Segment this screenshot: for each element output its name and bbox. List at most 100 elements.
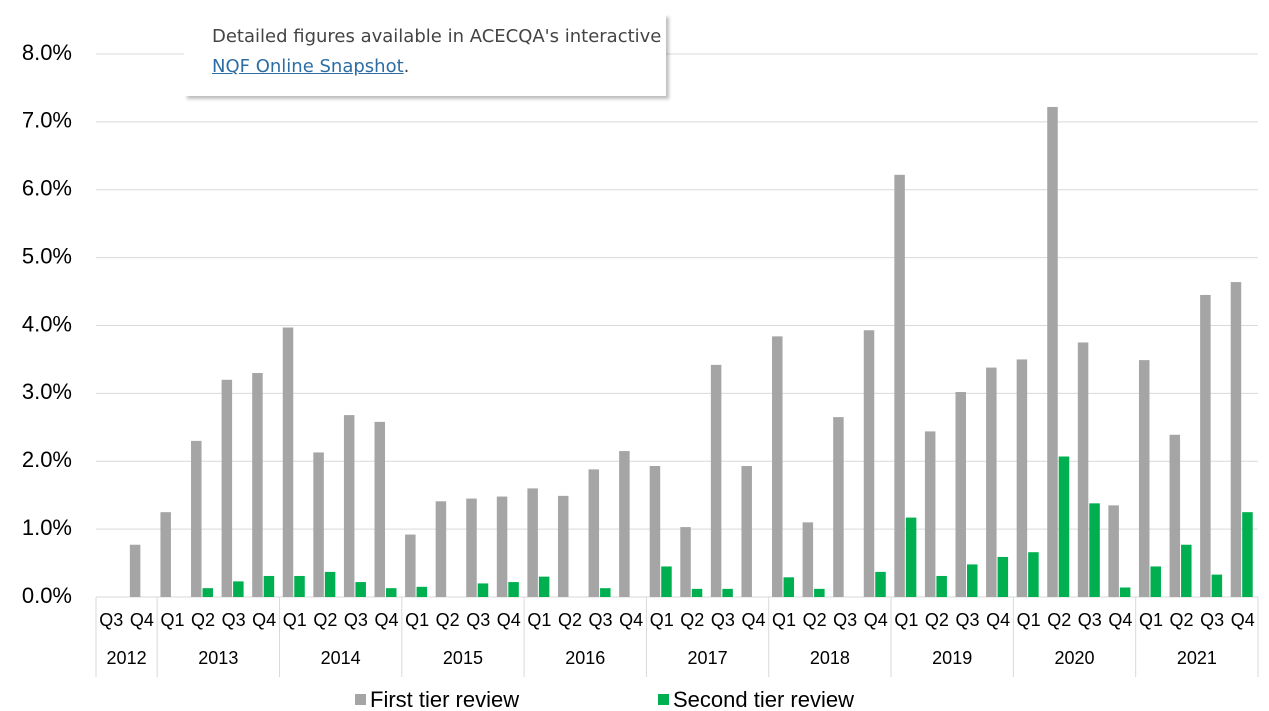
group-label: 2021 [1177, 648, 1217, 668]
group-label: 2014 [321, 648, 361, 668]
x-tick-label: Q3 [344, 610, 368, 630]
bar [772, 336, 783, 597]
bar [160, 512, 171, 597]
bar [1028, 552, 1039, 597]
x-tick-label: Q2 [803, 610, 827, 630]
annotation-text: Detailed figures available in ACECQA's i… [212, 26, 662, 47]
group-label: 2019 [932, 648, 972, 668]
bar [435, 501, 447, 597]
x-tick-label: Q1 [160, 610, 184, 630]
x-tick-label: Q3 [466, 610, 490, 630]
bar [619, 451, 630, 597]
bar [875, 571, 886, 597]
bar [294, 575, 305, 597]
annotation-link[interactable]: NQF Online Snapshot [212, 56, 404, 77]
y-tick-label: 6.0% [22, 176, 72, 201]
legend-label: First tier review [370, 687, 519, 711]
bar [1181, 544, 1192, 597]
bar [722, 588, 733, 597]
x-tick-label: Q2 [558, 610, 582, 630]
bar [282, 327, 294, 597]
group-label: 2018 [810, 648, 850, 668]
legend-swatch [658, 694, 669, 705]
x-tick-label: Q3 [1078, 610, 1102, 630]
group-label: 2020 [1055, 648, 1095, 668]
bar [1077, 342, 1089, 597]
group-label: 2016 [565, 648, 605, 668]
x-tick-label: Q2 [313, 610, 337, 630]
x-tick-label: Q3 [955, 610, 979, 630]
bar [202, 588, 214, 597]
bar [955, 392, 966, 597]
bar [1200, 294, 1211, 597]
x-tick-label: Q3 [222, 610, 246, 630]
bar [1016, 359, 1028, 597]
x-tick-label: Q4 [130, 610, 154, 630]
x-tick-label: Q1 [527, 610, 551, 630]
bar [1108, 505, 1119, 597]
annotation-end: . [403, 56, 410, 77]
bar [355, 582, 366, 597]
y-tick-label: 2.0% [22, 447, 72, 472]
x-tick-label: Q4 [1108, 610, 1132, 630]
y-tick-label: 4.0% [22, 311, 72, 336]
bar [710, 364, 722, 597]
bar [416, 586, 428, 597]
bar [649, 466, 661, 597]
x-tick-label: Q1 [283, 610, 307, 630]
x-tick-label: Q2 [680, 610, 704, 630]
bar [783, 577, 795, 597]
x-tick-label: Q2 [1047, 610, 1071, 630]
bar [905, 517, 917, 597]
annotation-box: Detailed figures available in ACECQA's i… [184, 14, 666, 96]
bar [343, 415, 355, 597]
x-tick-label: Q1 [650, 610, 674, 630]
group-label: 2017 [688, 648, 728, 668]
bar [997, 556, 1009, 597]
group-label: 2012 [107, 648, 147, 668]
bar [405, 534, 416, 597]
bar [967, 564, 978, 597]
bar [477, 583, 489, 597]
legend-swatch [355, 694, 366, 705]
x-tick-label: Q1 [894, 610, 918, 630]
bar [600, 588, 611, 597]
bar [129, 544, 141, 597]
x-tick-label: Q1 [1139, 610, 1163, 630]
x-tick-label: Q3 [711, 610, 735, 630]
bar [496, 496, 508, 597]
bar [894, 174, 905, 597]
x-tick-label: Q2 [1170, 610, 1194, 630]
bar [691, 588, 703, 597]
bar [1119, 587, 1131, 597]
x-tick-label: Q4 [252, 610, 276, 630]
bar [191, 440, 202, 597]
bar [233, 581, 244, 597]
bar [221, 379, 233, 597]
bar [466, 498, 477, 597]
bar [680, 527, 691, 597]
bar [924, 431, 936, 597]
bar [1230, 282, 1242, 597]
x-tick-label: Q1 [1017, 610, 1041, 630]
x-tick-label: Q1 [405, 610, 429, 630]
bar [741, 466, 752, 597]
x-tick-label: Q4 [619, 610, 643, 630]
bar [557, 495, 569, 597]
y-tick-label: 3.0% [22, 379, 72, 404]
x-tick-label: Q2 [925, 610, 949, 630]
bar [1047, 106, 1058, 597]
x-tick-label: Q3 [99, 610, 123, 630]
y-tick-label: 1.0% [22, 515, 72, 540]
bar [1169, 434, 1181, 597]
bar [1138, 360, 1150, 597]
bar [936, 575, 947, 597]
legend-label: Second tier review [673, 687, 854, 711]
y-tick-label: 5.0% [22, 243, 72, 268]
bar [1242, 512, 1253, 597]
x-tick-label: Q1 [772, 610, 796, 630]
bar [1089, 503, 1100, 597]
bar [324, 571, 336, 597]
